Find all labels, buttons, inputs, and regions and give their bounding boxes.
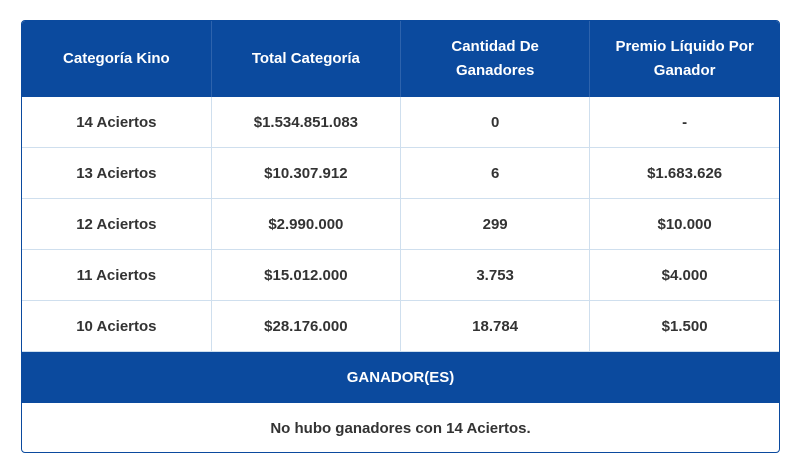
winners-title-row: GANADOR(ES) [22,351,779,403]
table-body: 14 Aciertos $1.534.851.083 0-13 Aciertos $1… [22,97,779,352]
column-header: Premio Líquido Por Ganador [589,21,779,97]
table-cell: 299 [400,198,591,250]
winners-note-row: No hubo ganadores con 14 Aciertos. [22,403,779,452]
column-header: Total Categoría [211,21,402,97]
table-cell: 12 Aciertos [22,198,212,250]
header-row: Categoría Kino Total Categoría Cantidad De… [22,21,779,97]
table-cell: 3.753 [400,249,591,301]
winners-note: No hubo ganadores con 14 Aciertos. [270,420,531,437]
table-cell: 18.784 [400,300,591,352]
results-table: Categoría Kino Total Categoría Cantidad De… [22,21,779,453]
table-cell: $10.000 [589,198,779,250]
table-cell: 10 Aciertos [22,300,212,352]
table-cell: $2.990.000 [211,198,402,250]
table-cell: $1.683.626 [589,147,779,199]
table-cell: $28.176.000 [211,300,402,352]
table-row: 11 Aciertos $15.012.000 3.753 $4.000 [22,249,779,301]
table-cell: $4.000 [589,249,779,301]
table-row: 12 Aciertos $2.990.000 299 $10.000 [22,198,779,250]
table-cell: 13 Aciertos [22,147,212,199]
winners-title: GANADOR(ES) [22,351,779,403]
table-row: 10 Aciertos $28.176.000 18.784 $1.500 [22,300,779,352]
results-table-card: Categoría Kino Total Categoría Cantidad De… [21,20,780,453]
table-cell: 11 Aciertos [22,249,212,301]
table-cell: 0 [400,97,591,148]
table-header: Categoría Kino Total Categoría Cantidad De… [22,21,779,97]
table-cell: 6 [400,147,591,199]
column-header: Cantidad De Ganadores [400,21,591,97]
table-row: 13 Aciertos $10.307.912 6 $1.683.626 [22,147,779,199]
table-cell: $10.307.912 [211,147,402,199]
table-cell: 14 Aciertos [22,97,212,148]
table-cell: - [589,97,779,148]
table-cell: $1.534.851.083 [211,97,402,148]
table-cell: $1.500 [589,300,779,352]
table-footer: GANADOR(ES) No hubo ganadores con 14 Aci… [22,351,779,453]
table-cell: $15.012.000 [211,249,402,301]
table-row: 14 Aciertos $1.534.851.083 0- [22,97,779,148]
column-header: Categoría Kino [22,21,212,97]
